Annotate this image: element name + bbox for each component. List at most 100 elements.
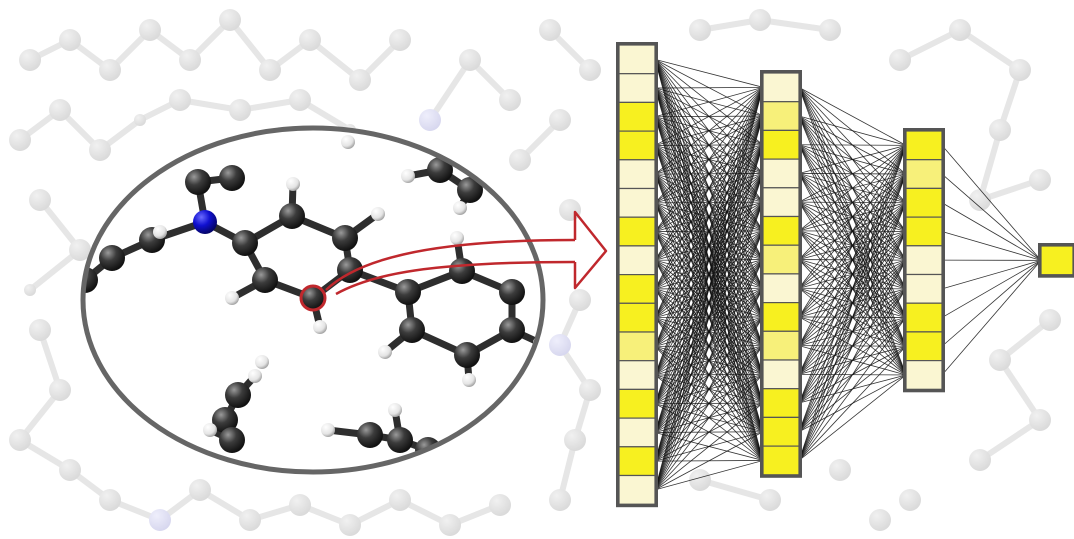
network-node — [618, 101, 656, 132]
background-bond — [898, 27, 962, 63]
network-connection — [798, 173, 907, 461]
network-connection — [798, 259, 907, 461]
hydrogen-atom — [321, 423, 335, 437]
background-atom — [49, 99, 71, 121]
network-connection — [798, 288, 907, 461]
network-node — [618, 388, 656, 419]
hydrogen-atom — [341, 135, 355, 149]
network-node — [905, 216, 943, 247]
network-connection — [654, 316, 764, 491]
layer-frame — [616, 42, 658, 508]
background-atom — [19, 49, 41, 71]
background-atom — [829, 459, 851, 481]
network-node — [618, 73, 656, 103]
hydrogen-atom — [153, 225, 167, 239]
input-layer — [616, 42, 658, 508]
network-node — [618, 216, 656, 247]
network-connection — [798, 202, 907, 461]
network-connection — [654, 87, 764, 318]
network-node — [618, 360, 656, 391]
network-node — [762, 330, 800, 361]
background-atom — [819, 19, 841, 41]
background-atom — [579, 379, 601, 401]
network-node — [618, 159, 656, 190]
carbon-atom — [499, 317, 525, 343]
carbon-atom — [427, 157, 453, 183]
network-connection — [654, 202, 764, 490]
hydrogen-atom — [371, 207, 385, 221]
carbon-atom — [185, 169, 211, 195]
background-atom — [259, 59, 281, 81]
network-nodes — [616, 42, 1074, 508]
background-bond — [977, 129, 1003, 201]
network-connection — [654, 144, 764, 490]
carbon-atom — [219, 427, 245, 453]
hydrogen-atom — [225, 291, 239, 305]
network-connection — [654, 87, 764, 290]
layer-frame — [903, 128, 945, 393]
network-node — [905, 331, 943, 362]
hydrogen-atom — [401, 169, 415, 183]
carbon-atom — [219, 165, 245, 191]
network-connection — [654, 259, 764, 491]
background-atom — [439, 514, 461, 536]
magnifier-circle-icon — [80, 125, 546, 475]
network-connection — [654, 87, 764, 347]
network-connection — [654, 173, 764, 490]
network-connection — [941, 145, 1042, 261]
network-connection — [654, 288, 764, 491]
network-connection — [654, 87, 764, 404]
background-atom — [29, 319, 51, 341]
carbon-atom — [395, 279, 421, 305]
network-node — [762, 244, 800, 275]
network-connection — [798, 115, 907, 146]
network-node — [905, 187, 943, 218]
carbon-atom — [499, 279, 525, 305]
background-bond — [699, 477, 771, 503]
network-node — [618, 274, 656, 304]
hydrogen-atom — [313, 320, 327, 334]
network-node — [905, 360, 943, 390]
network-connection — [798, 145, 907, 318]
network-connection — [941, 173, 1042, 261]
background-atom — [689, 469, 711, 491]
network-node — [762, 101, 800, 131]
background-atom — [169, 89, 191, 111]
background-bond — [958, 27, 1022, 73]
network-connection — [798, 144, 907, 174]
background-atom — [419, 109, 441, 131]
background-atom — [1029, 169, 1051, 191]
network-node — [618, 302, 656, 333]
background-atom — [219, 9, 241, 31]
network-connection — [654, 86, 764, 146]
network-connection — [798, 145, 907, 289]
network-connection — [798, 145, 907, 432]
background-atom — [989, 119, 1011, 141]
hidden-layer-1 — [760, 70, 802, 478]
background-atom — [549, 489, 571, 511]
hydrogen-atom — [462, 373, 476, 387]
background-atom — [69, 239, 91, 261]
network-connection — [798, 145, 907, 375]
carbon-atom — [279, 203, 305, 229]
background-atom — [969, 189, 991, 211]
carbon-atom — [232, 230, 258, 256]
hydrogen-atom — [248, 369, 262, 383]
carbon-atom — [449, 258, 475, 284]
hydrogen-atom — [203, 423, 217, 437]
background-atom — [689, 19, 711, 41]
curved-arrow-icon — [325, 210, 608, 296]
network-connection — [654, 87, 764, 232]
network-connection — [798, 144, 907, 146]
network-node — [618, 331, 656, 362]
network-connection — [654, 431, 764, 491]
background-atom — [29, 189, 51, 211]
network-connection — [798, 86, 907, 146]
network-connection — [798, 145, 907, 404]
network-connection — [654, 115, 764, 490]
network-connection — [798, 145, 907, 260]
network-node — [618, 446, 656, 477]
background-atom — [339, 514, 361, 536]
network-node — [762, 129, 800, 160]
background-atom — [289, 494, 311, 516]
